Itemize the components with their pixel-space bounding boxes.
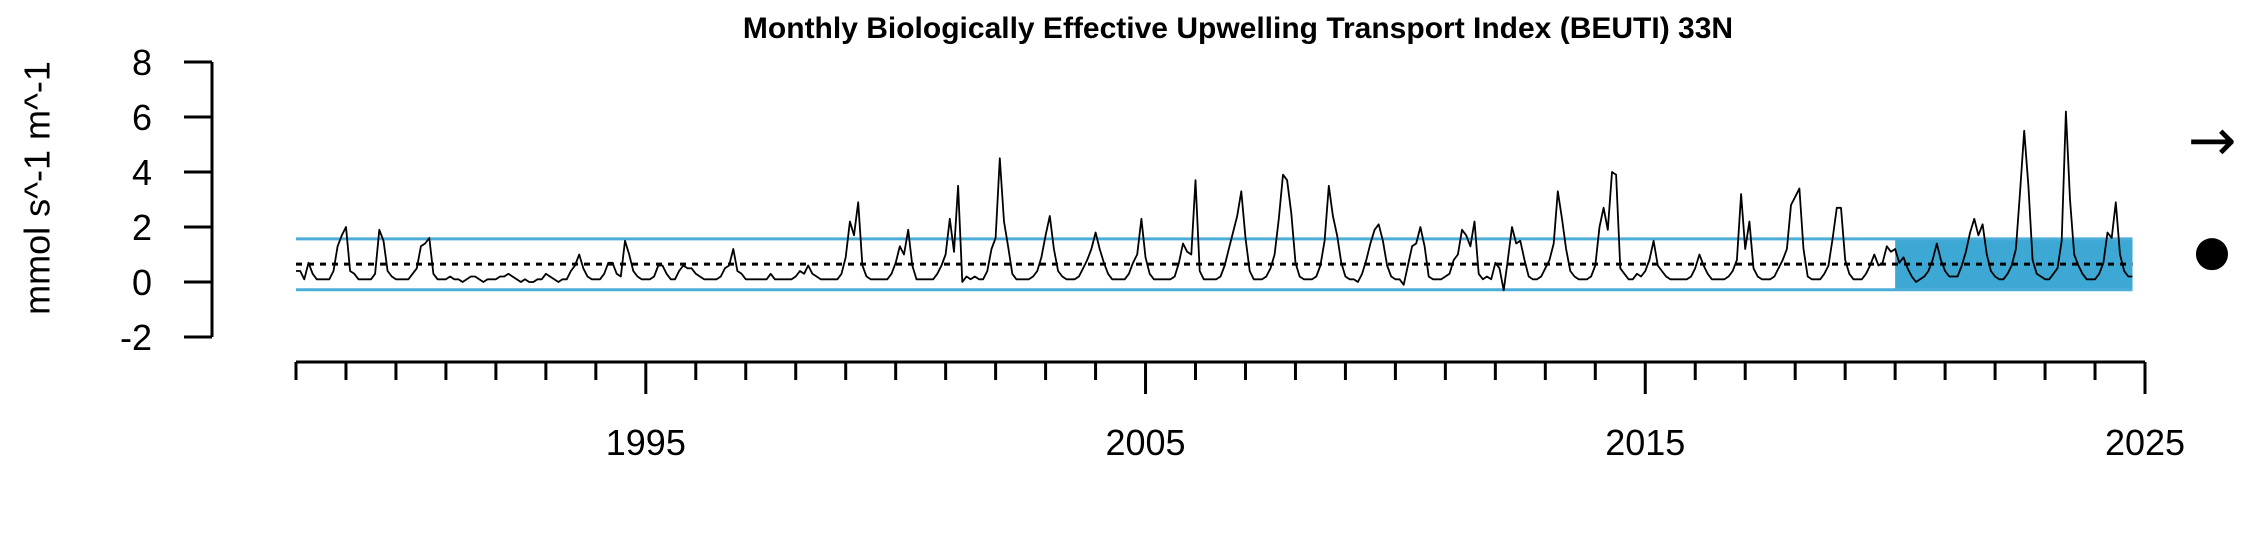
y-axis-label: mmol s^-1 m^-1 <box>17 61 58 315</box>
x-tick-label: 2025 <box>2105 422 2185 463</box>
chart-title: Monthly Biologically Effective Upwelling… <box>743 12 1733 45</box>
x-axis: 1995 2005 2015 2025 <box>294 360 2185 463</box>
mean-status-dot-icon: ● <box>2194 226 2231 275</box>
y-tick-label: 6 <box>132 97 152 138</box>
y-tick-label: 2 <box>132 207 152 248</box>
y-tick-label: -2 <box>120 317 152 358</box>
y-tick-label: 8 <box>132 42 152 83</box>
y-tick-label: 0 <box>132 262 152 303</box>
y-tick-label: 4 <box>132 152 152 193</box>
y-axis: 8 6 4 2 0 -2 <box>120 42 214 358</box>
x-tick-label: 1995 <box>606 422 686 463</box>
x-tick-label: 2015 <box>1605 422 1685 463</box>
trend-arrow-icon: → <box>2188 106 2237 174</box>
series-line <box>296 110 2133 292</box>
x-tick-label: 2005 <box>1105 422 1185 463</box>
